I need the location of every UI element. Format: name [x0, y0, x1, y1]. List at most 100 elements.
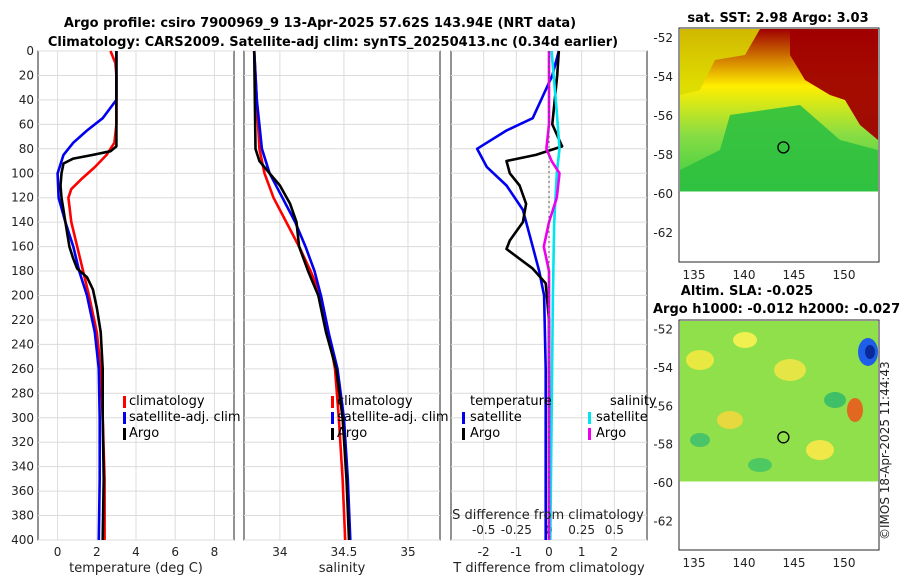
- legend-swatch-argo: [331, 428, 334, 440]
- lon-tick-label: 150: [833, 556, 856, 570]
- depth-tick-label: 180: [11, 264, 34, 278]
- title-line2: Climatology: CARS2009. Satellite-adj cli…: [48, 35, 618, 50]
- series-line-argo: [252, 50, 351, 541]
- sla-blob: [686, 350, 714, 370]
- difference-panel: -2 -1 0 1 2-0.5 -0.25 0 0.25 0.5 T difference fr…: [450, 50, 648, 576]
- depth-tick-label: 360: [11, 484, 34, 498]
- legend-climatology: climatology: [129, 394, 205, 409]
- temperature-xlabel: temperature (deg C): [69, 561, 203, 576]
- legend-argo: Argo: [129, 426, 159, 441]
- sst-mid-patch: [680, 29, 760, 95]
- lat-tick-label: -56: [653, 399, 673, 413]
- x-tick-label: 34.5: [331, 545, 358, 559]
- sst-cool-patch: [680, 105, 878, 192]
- lat-tick-label: -60: [653, 476, 673, 490]
- x-tick-label: 2: [93, 545, 101, 559]
- lat-tick-label: -62: [653, 226, 673, 240]
- sla-blob: [748, 458, 772, 472]
- depth-tick-label: 340: [11, 460, 34, 474]
- lat-tick-label: -52: [653, 323, 673, 337]
- sla-title-line1: Altim. SLA: -0.025: [681, 284, 813, 299]
- x-tick-label: -2: [478, 545, 490, 559]
- lat-tick-label: -54: [653, 70, 673, 84]
- sst-map: sat. SST: 2.98 Argo: 3.03 135 140 145 150 -5…: [653, 11, 880, 282]
- legend-temperature: temperature: [470, 394, 552, 409]
- depth-tick-label: 20: [19, 68, 34, 82]
- x-tick-label: 8: [211, 545, 219, 559]
- depth-axis: 0 20 40 60 80 100 120 140 160 180 200 220 240 260 280 3…: [11, 44, 34, 547]
- sla-blob: [824, 392, 846, 408]
- credit-text: ©IMOS 18-Apr-2025 11:44:43: [878, 361, 892, 540]
- series-line-salinity-argo: [542, 51, 561, 540]
- depth-tick-label: 60: [19, 117, 34, 131]
- lat-tick-label: -54: [653, 361, 673, 375]
- sla-blob: [806, 440, 834, 460]
- depth-tick-label: 320: [11, 435, 34, 449]
- s-tick-label: -0.25: [501, 523, 532, 537]
- series-line-satellite-adj-clim: [56, 51, 118, 541]
- x-tick-label: 0: [54, 545, 62, 559]
- sla-blob: [717, 411, 743, 429]
- x-tick-label: 6: [171, 545, 179, 559]
- legend-swatch-t-satellite: [462, 412, 465, 424]
- legend-satellite-adj: satellite-adj. clim: [129, 410, 241, 425]
- legend-swatch-satellite: [123, 412, 126, 424]
- legend-climatology: climatology: [337, 394, 413, 409]
- lat-tick-label: -60: [653, 187, 673, 201]
- sla-blob: [847, 398, 863, 422]
- sla-field: [680, 321, 878, 482]
- depth-tick-label: 0: [26, 44, 34, 58]
- x-tick-label: 4: [132, 545, 140, 559]
- depth-tick-label: 120: [11, 191, 34, 205]
- depth-tick-label: 140: [11, 215, 34, 229]
- lat-tick-label: -58: [653, 438, 673, 452]
- sla-blob: [690, 433, 710, 447]
- lon-tick-label: 145: [783, 556, 806, 570]
- lon-tick-label: 135: [683, 556, 706, 570]
- depth-tick-label: 240: [11, 337, 34, 351]
- series-line-temperature-satellite: [475, 50, 561, 540]
- legend-argo: Argo: [337, 426, 367, 441]
- argo-location-marker: [777, 141, 790, 154]
- legend-satellite-adj: satellite-adj. clim: [337, 410, 449, 425]
- x-tick-label: 34: [272, 545, 287, 559]
- depth-tick-label: 400: [11, 533, 34, 547]
- depth-tick-label: 380: [11, 509, 34, 523]
- sla-anomalies: [686, 332, 878, 472]
- title-line1: Argo profile: csiro 7900969_9 13-Apr-202…: [64, 16, 576, 31]
- depth-tick-label: 280: [11, 386, 34, 400]
- sla-blob: [865, 345, 875, 359]
- lat-tick-label: -62: [653, 514, 673, 528]
- legend-swatch-climatology: [123, 396, 126, 408]
- lon-tick-label: 140: [733, 556, 756, 570]
- salinity-legend: climatology satellite-adj. clim Argo: [331, 394, 449, 441]
- temperature-legend: climatology satellite-adj. clim Argo: [123, 394, 241, 441]
- legend-t-satellite: satellite: [470, 410, 522, 425]
- difference-xlabel: T difference from climatology: [452, 561, 645, 576]
- depth-tick-label: 40: [19, 93, 34, 107]
- argo-location-marker: [777, 431, 790, 444]
- x-tick-label: 2: [611, 545, 619, 559]
- salinity-xlabel: salinity: [319, 561, 366, 576]
- s-tick-label: -0.5: [472, 523, 495, 537]
- depth-tick-label: 100: [11, 166, 34, 180]
- legend-s-argo: Argo: [596, 426, 626, 441]
- salinity-panel: 34 34.5 35 salinity: [243, 50, 441, 576]
- x-tick-label: 35: [400, 545, 415, 559]
- depth-tick-label: 80: [19, 142, 34, 156]
- legend-swatch-satellite: [331, 412, 334, 424]
- sla-blob: [733, 332, 757, 348]
- s-difference-label: S difference from climatology: [452, 508, 644, 523]
- sla-blob: [774, 359, 806, 381]
- legend-swatch-s-satellite: [588, 412, 591, 424]
- lat-tick-label: -58: [653, 148, 673, 162]
- legend-swatch-t-argo: [462, 428, 465, 440]
- depth-tick-label: 200: [11, 289, 34, 303]
- temperature-panel: 0 2 4 6 8 temperature (deg C): [37, 50, 235, 576]
- depth-tick-label: 220: [11, 313, 34, 327]
- difference-legend: temperature salinity satellite Argo sate…: [462, 394, 657, 441]
- depth-tick-label: 260: [11, 362, 34, 376]
- x-tick-label: -1: [510, 545, 522, 559]
- legend-swatch-s-argo: [588, 428, 591, 440]
- legend-salinity: salinity: [610, 394, 657, 409]
